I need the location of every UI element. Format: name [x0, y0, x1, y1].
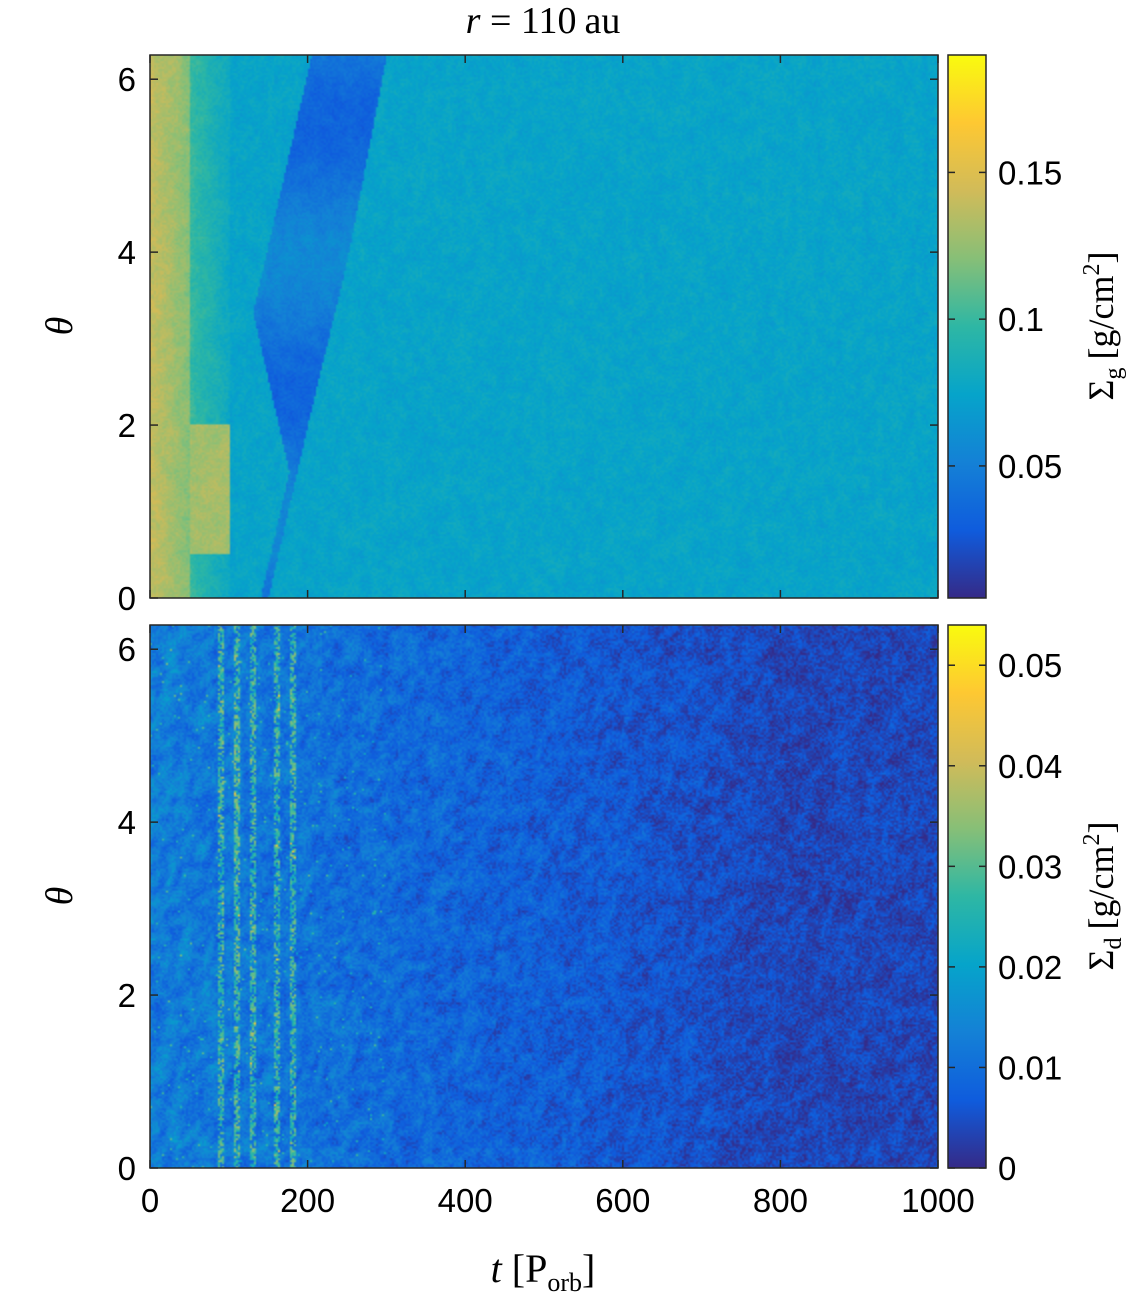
gas-density-colorbar: 0.05 0.1 0.15 Σg[g/cm2] — [947, 54, 1127, 599]
dust-density-xlabel: t [Porb] — [491, 1246, 596, 1297]
dust-density-ylabel: θ — [39, 887, 81, 906]
gas-density-axes-frame — [149, 54, 939, 599]
dust-density-xtick-label: 800 — [753, 1182, 808, 1219]
dust-density-ytick-label: 0 — [118, 1150, 136, 1187]
dust-density-xtick-label: 200 — [280, 1182, 335, 1219]
gas-density-ytick-label: 2 — [118, 407, 136, 444]
gas-density-ytick-label: 4 — [118, 234, 136, 271]
gas-density-colorbar-label: Σg[g/cm2] — [1079, 252, 1127, 401]
dust-density-colorbar-label: Σd[g/cm2] — [1079, 822, 1127, 971]
dust-density-ticks: 0 2 4 6 0 200 400 600 800 1000 — [118, 625, 975, 1219]
gas-density-panel: 0 2 4 6 θ — [39, 54, 939, 617]
dust-density-ytick-label: 2 — [118, 977, 136, 1014]
dust-density-colorbar-tick-label: 0.04 — [998, 748, 1062, 785]
dust-density-ytick-label: 4 — [118, 804, 136, 841]
dust-density-xtick-label: 1000 — [901, 1182, 974, 1219]
gas-density-heatmap — [150, 55, 938, 598]
dust-density-colorbar: 0 0.01 0.02 0.03 0.04 0.05 Σd[g/cm2] — [947, 624, 1127, 1187]
dust-density-xtick-label: 600 — [595, 1182, 650, 1219]
gas-density-colorbar-ticks: 0.05 0.1 0.15 — [948, 154, 1062, 485]
dust-density-colorbar-tick-label: 0.02 — [998, 949, 1062, 986]
dust-density-colorbar-tick-label: 0 — [998, 1150, 1016, 1187]
dust-density-colorbar-scale — [947, 624, 987, 1169]
gas-density-colorbar-tick-label: 0.15 — [998, 154, 1062, 191]
dust-density-panel: 0 2 4 6 0 200 400 600 800 1000 θ t [Porb] — [39, 624, 975, 1297]
dust-density-colorbar-tick-label: 0.01 — [998, 1049, 1062, 1086]
gas-density-ytick-label: 0 — [118, 580, 136, 617]
dust-density-colorbar-tick-label: 0.05 — [998, 647, 1062, 684]
dust-density-colorbar-tick-label: 0.03 — [998, 848, 1062, 885]
gas-density-ylabel: θ — [39, 317, 81, 336]
gas-density-colorbar-tick-label: 0.1 — [998, 301, 1044, 338]
gas-density-colorbar-tick-label: 0.05 — [998, 448, 1062, 485]
dust-density-ytick-label: 6 — [118, 631, 136, 668]
gas-density-colorbar-scale — [947, 54, 987, 599]
gas-density-ticks: 0 2 4 6 — [118, 55, 939, 617]
chart-title: r = 110 au — [466, 0, 621, 42]
dust-density-axes-frame — [149, 624, 939, 1169]
dust-density-colorbar-ticks: 0 0.01 0.02 0.03 0.04 0.05 — [948, 647, 1062, 1187]
dust-density-xtick-label: 400 — [438, 1182, 493, 1219]
dust-density-heatmap — [150, 625, 938, 1168]
gas-density-ytick-label: 6 — [118, 61, 136, 98]
dust-density-xtick-label: 0 — [141, 1182, 159, 1219]
